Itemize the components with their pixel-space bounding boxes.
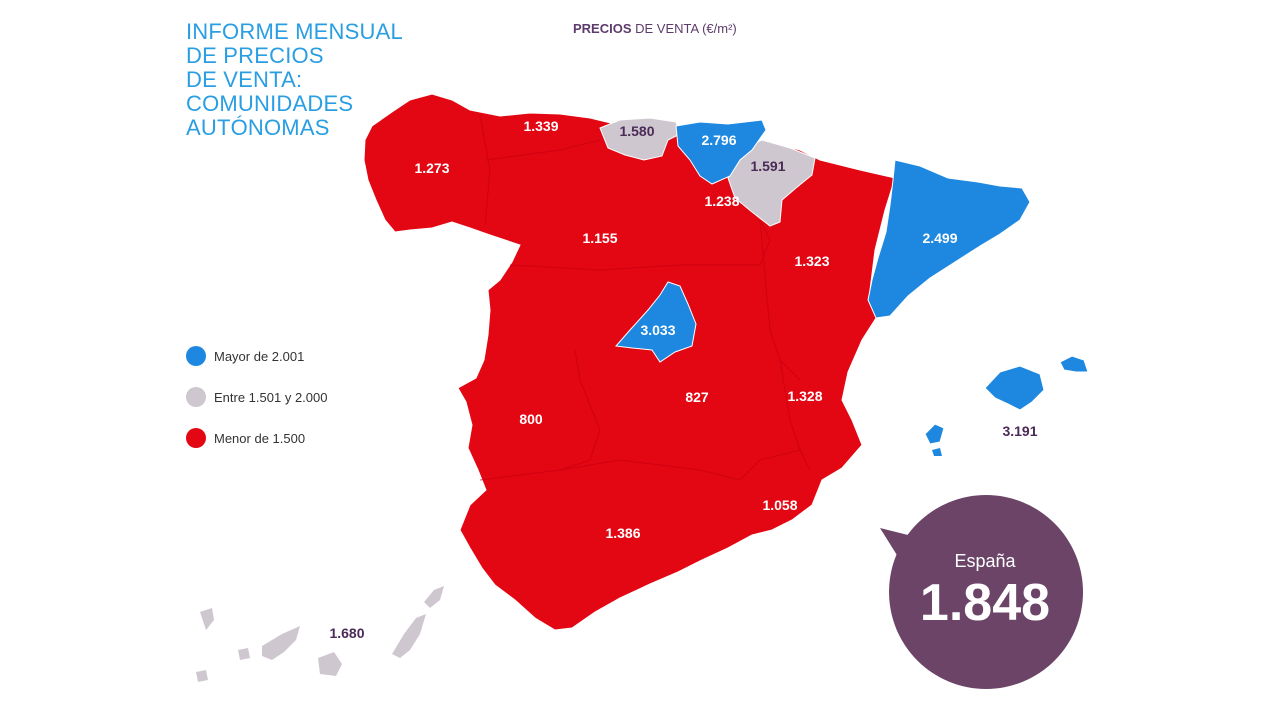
region-baleares-ibiza[interactable] bbox=[924, 423, 945, 445]
region-cantabria[interactable] bbox=[599, 117, 681, 161]
label-asturias: 1.339 bbox=[523, 118, 558, 134]
label-pais-vasco: 2.796 bbox=[701, 132, 736, 148]
badge-label: España bbox=[954, 551, 1016, 571]
label-extremadura: 800 bbox=[519, 411, 543, 427]
region-borders bbox=[479, 114, 811, 481]
title-line: INFORME MENSUAL bbox=[186, 19, 403, 44]
label-navarra: 1.591 bbox=[750, 158, 785, 174]
region-canarias[interactable] bbox=[196, 586, 444, 682]
label-madrid: 3.033 bbox=[640, 322, 675, 338]
legend-label: Mayor de 2.001 bbox=[214, 348, 305, 364]
title-line: COMUNIDADES bbox=[186, 91, 354, 116]
region-baleares-formentera[interactable] bbox=[932, 448, 942, 456]
legend-item-mid: Entre 1.501 y 2.000 bbox=[186, 386, 327, 408]
label-cantabria: 1.580 bbox=[619, 123, 654, 139]
legend-swatch-low bbox=[186, 428, 206, 448]
national-average-badge: España 1.848 bbox=[880, 495, 1083, 689]
map-subtitle: PRECIOS DE VENTA (€/m²) bbox=[573, 21, 737, 36]
legend-label: Entre 1.501 y 2.000 bbox=[214, 389, 328, 405]
label-comunidad-valenciana: 1.328 bbox=[787, 388, 822, 404]
label-castilla-la-mancha: 827 bbox=[685, 389, 709, 405]
label-murcia: 1.058 bbox=[762, 497, 797, 513]
badge-circle bbox=[889, 495, 1083, 689]
legend-swatch-mid bbox=[186, 387, 206, 407]
subtitle-rest: DE VENTA (€/m²) bbox=[631, 21, 737, 36]
label-aragon: 1.323 bbox=[794, 253, 829, 269]
region-cataluna[interactable] bbox=[867, 159, 1031, 319]
subtitle-bold: PRECIOS bbox=[573, 21, 632, 36]
region-pais-vasco[interactable] bbox=[675, 119, 767, 185]
title-line: AUTÓNOMAS bbox=[186, 115, 330, 140]
legend-label: Menor de 1.500 bbox=[214, 430, 306, 446]
legend-swatch-high bbox=[186, 346, 206, 366]
label-galicia: 1.273 bbox=[414, 160, 449, 176]
badge-value: 1.848 bbox=[920, 574, 1050, 632]
legend-item-high: Mayor de 2.001 bbox=[186, 345, 304, 367]
label-cataluna: 2.499 bbox=[922, 230, 957, 246]
region-madrid[interactable] bbox=[615, 281, 697, 363]
legend-item-low: Menor de 1.500 bbox=[186, 427, 305, 449]
title-line: DE VENTA: bbox=[186, 67, 303, 92]
label-castilla-leon: 1.155 bbox=[582, 230, 617, 246]
label-la-rioja: 1.238 bbox=[704, 193, 739, 209]
label-baleares: 3.191 bbox=[1002, 423, 1037, 439]
region-baleares-mallorca[interactable] bbox=[984, 365, 1045, 411]
label-andalucia: 1.386 bbox=[605, 525, 640, 541]
region-navarra[interactable] bbox=[727, 139, 816, 227]
region-baleares-menorca[interactable] bbox=[1059, 355, 1089, 373]
title-line: DE PRECIOS bbox=[186, 43, 324, 68]
label-canarias: 1.680 bbox=[329, 625, 364, 641]
